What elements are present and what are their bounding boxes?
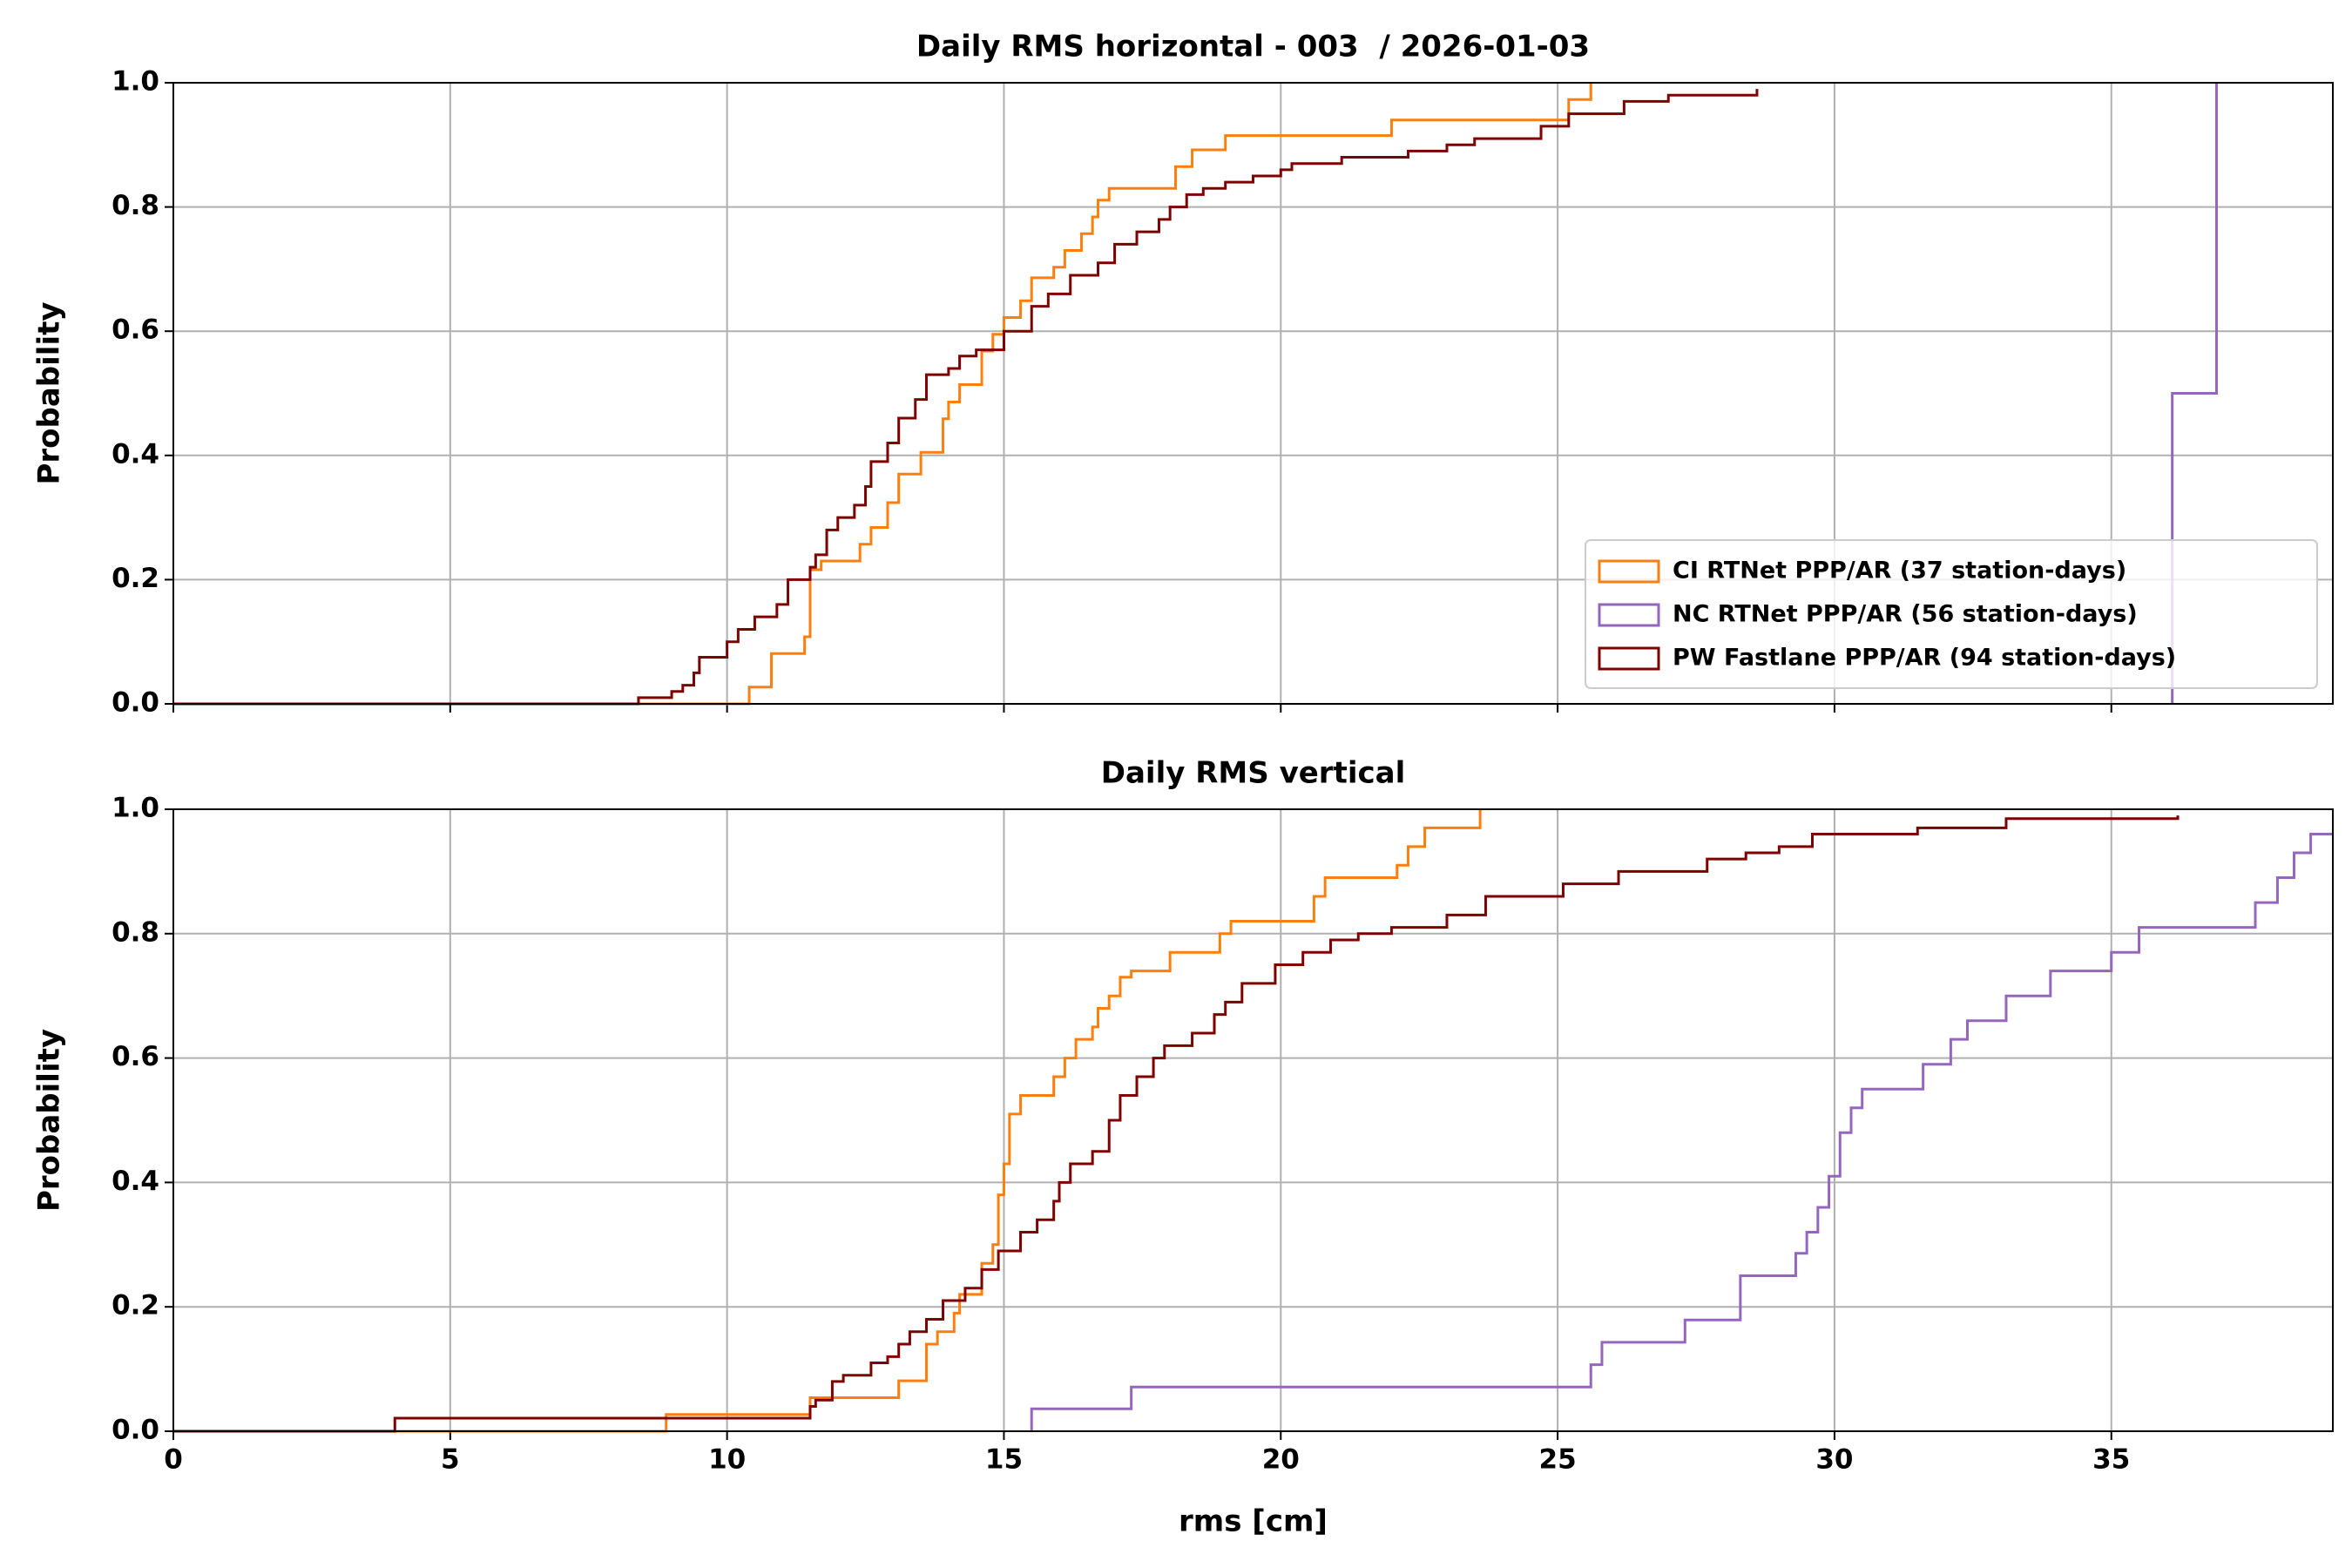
y-tick-label: 0.2 xyxy=(112,563,159,594)
y-tick-label: 1.0 xyxy=(112,66,159,98)
legend-swatch xyxy=(1598,646,1660,671)
x-tick-label: 25 xyxy=(1539,1444,1577,1476)
axes-frame xyxy=(172,808,2334,1432)
y-tick-label: 1.0 xyxy=(112,793,159,824)
legend-label: CI RTNet PPP/AR (37 station-days) xyxy=(1673,558,2126,585)
x-tick-label: 15 xyxy=(985,1444,1023,1476)
cdf-line xyxy=(173,815,2180,1433)
subplot-title: Daily RMS horizontal - 003 / 2026-01-03 xyxy=(916,30,1590,64)
x-tick-label: 0 xyxy=(164,1444,183,1476)
y-tick-label: 0.8 xyxy=(112,916,159,948)
legend-swatch xyxy=(1598,559,1660,584)
legend-label: NC RTNet PPP/AR (56 station-days) xyxy=(1673,601,2138,628)
legend-label: PW Fastlane PPP/AR (94 station-days) xyxy=(1673,645,2176,672)
legend: CI RTNet PPP/AR (37 station-days) NC RTNe… xyxy=(1585,539,2318,689)
x-axis-label: rms [cm] xyxy=(1179,1504,1328,1539)
x-tick-label: 20 xyxy=(1262,1444,1300,1476)
x-tick-label: 30 xyxy=(1815,1444,1853,1476)
cdf-line xyxy=(173,83,1592,706)
cdf-line xyxy=(1030,833,2333,1431)
cdf-line xyxy=(173,89,1759,706)
y-tick-label: 0.6 xyxy=(112,1041,159,1072)
y-tick-label: 0.6 xyxy=(112,314,159,346)
plot-area xyxy=(173,809,2333,1431)
y-tick-label: 0.0 xyxy=(112,1415,159,1446)
y-tick-label: 0.4 xyxy=(112,438,159,470)
subplot: 0.0 0.2 0.4 0.6 0.8 1.0 Daily RMS horizontal -… xyxy=(32,30,2334,719)
x-tick-label: 10 xyxy=(708,1444,746,1476)
subplot: 0 5 10 15 20 25 30 35 0.0 0.2 0.4 0.6 0.8 1.0 Daily RM… xyxy=(32,756,2334,1539)
y-axis-label: Probability xyxy=(32,1029,67,1212)
y-tick-label: 0.8 xyxy=(112,190,159,221)
axes-frame xyxy=(172,82,2334,705)
cdf-line xyxy=(173,809,1482,1433)
y-tick-label: 0.4 xyxy=(112,1166,159,1197)
y-tick-label: 0.2 xyxy=(112,1290,159,1321)
y-axis-label: Probability xyxy=(32,301,67,484)
y-tick-label: 0.0 xyxy=(112,687,159,719)
subplot-title: Daily RMS vertical xyxy=(1101,756,1405,791)
legend-swatch xyxy=(1598,603,1660,627)
legend-box xyxy=(1585,539,2318,689)
x-tick-label: 5 xyxy=(441,1444,460,1476)
x-tick-label: 35 xyxy=(2092,1444,2130,1476)
